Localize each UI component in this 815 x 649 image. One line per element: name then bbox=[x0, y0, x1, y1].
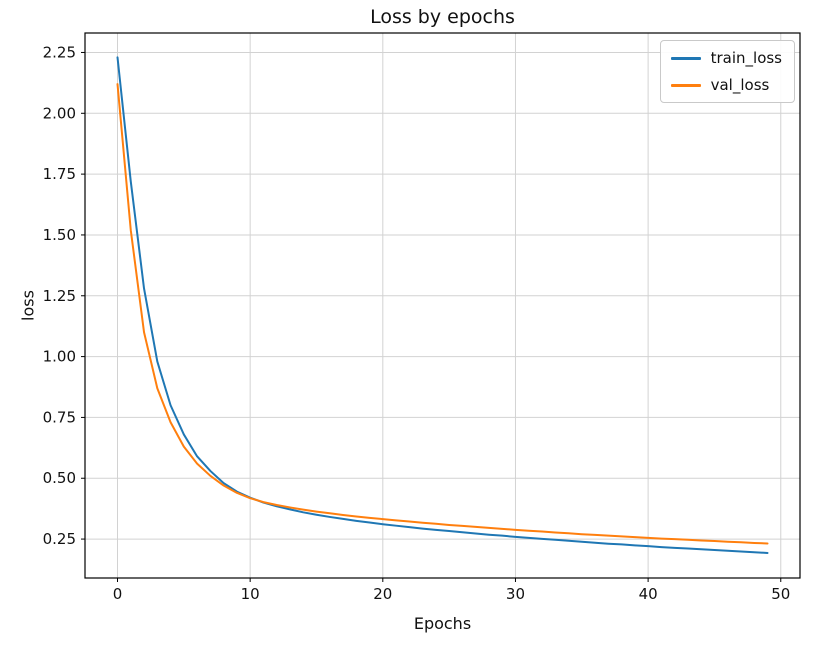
svg-text:0: 0 bbox=[113, 585, 123, 603]
svg-text:2.25: 2.25 bbox=[43, 43, 76, 61]
svg-text:1.25: 1.25 bbox=[43, 287, 76, 305]
svg-text:1.00: 1.00 bbox=[43, 348, 76, 366]
svg-text:50: 50 bbox=[771, 585, 790, 603]
svg-text:20: 20 bbox=[373, 585, 392, 603]
svg-text:1.75: 1.75 bbox=[43, 165, 76, 183]
train-loss-line-swatch bbox=[670, 56, 701, 60]
val-loss-line-swatch bbox=[670, 83, 701, 87]
legend-label-train-loss: train_loss bbox=[710, 49, 782, 67]
y-axis-label: loss bbox=[18, 290, 38, 321]
legend-item-val-loss: val_loss bbox=[670, 76, 782, 94]
svg-text:2.00: 2.00 bbox=[43, 104, 76, 122]
svg-text:30: 30 bbox=[506, 585, 525, 603]
legend-label-val-loss: val_loss bbox=[710, 76, 770, 94]
legend: train_loss val_loss bbox=[659, 40, 795, 103]
legend-item-train-loss: train_loss bbox=[670, 49, 782, 67]
svg-text:10: 10 bbox=[241, 585, 260, 603]
chart-title: Loss by epochs bbox=[370, 6, 515, 28]
svg-text:40: 40 bbox=[639, 585, 658, 603]
svg-text:1.50: 1.50 bbox=[43, 226, 76, 244]
svg-text:0.50: 0.50 bbox=[43, 469, 76, 487]
x-axis-label: Epochs bbox=[413, 614, 472, 633]
svg-text:0.75: 0.75 bbox=[43, 408, 76, 426]
svg-text:0.25: 0.25 bbox=[43, 530, 76, 548]
